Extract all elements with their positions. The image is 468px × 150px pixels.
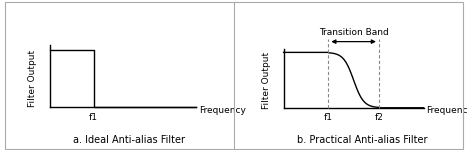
Text: Transition Band: Transition Band — [319, 28, 388, 37]
Text: f1: f1 — [89, 113, 98, 122]
Text: Filter Output: Filter Output — [28, 50, 37, 107]
Text: Filter Output: Filter Output — [262, 51, 271, 109]
Text: a. Ideal Anti-alias Filter: a. Ideal Anti-alias Filter — [73, 135, 185, 145]
Text: f2: f2 — [374, 113, 383, 122]
Text: b. Practical Anti-alias Filter: b. Practical Anti-alias Filter — [298, 135, 428, 145]
Text: f1: f1 — [324, 113, 333, 122]
Text: Frequency: Frequency — [199, 106, 246, 115]
Text: Frequency: Frequency — [426, 106, 468, 115]
